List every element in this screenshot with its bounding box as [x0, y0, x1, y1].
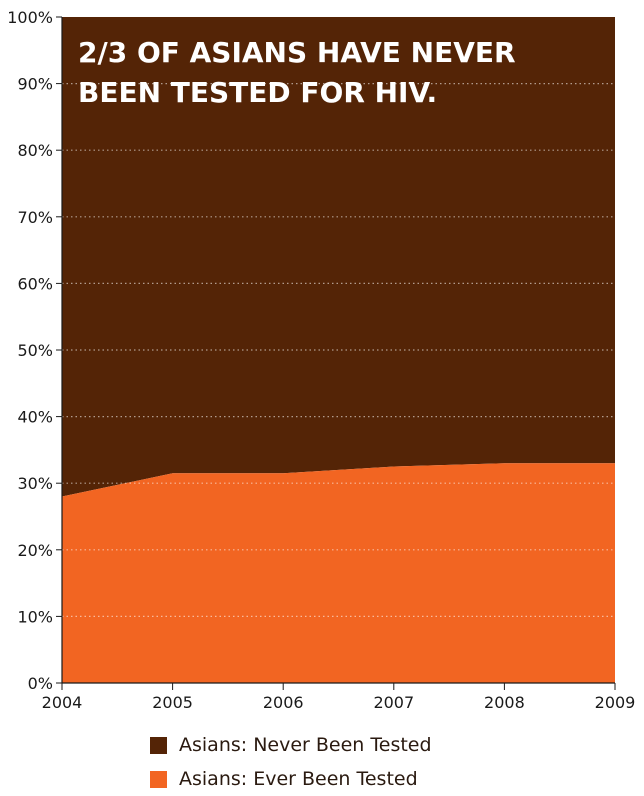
area-ever-tested — [62, 463, 615, 683]
legend-label-never-tested: Asians: Never Been Tested — [179, 734, 432, 756]
y-tick-label: 100% — [7, 8, 53, 27]
y-tick-label: 20% — [17, 541, 53, 560]
y-tick-label: 80% — [17, 141, 53, 160]
y-tick-label: 60% — [17, 274, 53, 293]
x-tick-label: 2009 — [595, 693, 636, 712]
y-tick-label: 30% — [17, 474, 53, 493]
legend-label-ever-tested: Asians: Ever Been Tested — [179, 768, 418, 790]
y-tick-label: 10% — [17, 607, 53, 626]
y-tick-label: 90% — [17, 75, 53, 94]
x-tick-label: 2007 — [373, 693, 414, 712]
legend-swatch-never-tested — [150, 736, 167, 754]
legend: Asians: Never Been Tested Asians: Ever B… — [150, 728, 432, 796]
y-tick-label: 70% — [17, 208, 53, 227]
x-tick-label: 2006 — [263, 693, 304, 712]
x-tick-label: 2004 — [42, 693, 83, 712]
chart-title-line: 2/3 OF ASIANS HAVE NEVER — [78, 36, 516, 69]
x-tick-label: 2005 — [152, 693, 193, 712]
legend-item-ever-tested: Asians: Ever Been Tested — [150, 762, 432, 796]
y-tick-label: 40% — [17, 408, 53, 427]
legend-swatch-ever-tested — [150, 770, 167, 788]
area-chart: 0% 10% 20% 30% 40% 50% 60% 70% 80% 90% 100% 2004 200… — [7, 8, 636, 712]
y-tick-label: 50% — [17, 341, 53, 360]
area-never-tested — [62, 17, 615, 497]
y-tick-label: 0% — [28, 674, 53, 693]
legend-item-never-tested: Asians: Never Been Tested — [150, 728, 432, 762]
x-tick-label: 2008 — [484, 693, 525, 712]
chart-title-line: BEEN TESTED FOR HIV. — [78, 76, 437, 109]
